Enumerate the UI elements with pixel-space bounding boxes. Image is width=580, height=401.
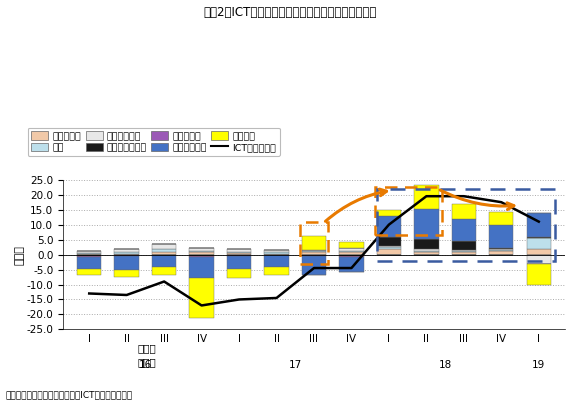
Bar — [227, 249, 251, 252]
Text: 16: 16 — [139, 360, 152, 370]
Bar — [527, 213, 551, 237]
Bar — [527, 249, 551, 255]
Bar — [377, 247, 401, 249]
Bar — [264, 267, 289, 275]
Bar — [489, 212, 513, 225]
Bar — [527, 264, 551, 285]
Bar — [302, 252, 326, 255]
Bar — [152, 244, 176, 249]
Bar — [377, 249, 401, 255]
Bar — [377, 210, 401, 216]
Bar — [227, 253, 251, 255]
Text: 17: 17 — [289, 360, 302, 370]
Bar — [527, 238, 551, 249]
Bar — [227, 256, 251, 269]
Legend: 事務用機器, 電池, 無線通信機器, 民生用電子機械, 電子計算機, 電子デバイス, 集積回路, ICT関連業在庫: 事務用機器, 電池, 無線通信機器, 民生用電子機械, 電子計算機, 電子デバイ… — [27, 128, 280, 156]
Bar — [302, 251, 326, 252]
Bar — [414, 239, 438, 249]
Bar — [452, 204, 476, 219]
Bar — [114, 269, 139, 277]
Bar — [452, 241, 476, 250]
Bar — [114, 252, 139, 254]
Bar — [452, 250, 476, 251]
Bar — [264, 250, 289, 252]
Bar — [190, 255, 214, 256]
Bar — [302, 256, 326, 275]
Bar — [377, 237, 401, 245]
Bar — [77, 251, 101, 253]
Bar — [489, 250, 513, 251]
Bar — [527, 237, 551, 238]
Bar — [77, 257, 101, 269]
Bar — [452, 219, 476, 241]
Bar — [264, 254, 289, 255]
Bar — [339, 242, 364, 248]
Bar — [190, 278, 214, 318]
Bar — [77, 255, 101, 256]
Text: 図袅2　ICT関連在庫の前年比に対する品目別寄与度: 図袅2 ICT関連在庫の前年比に対する品目別寄与度 — [204, 6, 376, 19]
Bar — [452, 251, 476, 255]
Bar — [414, 185, 438, 209]
Bar — [264, 255, 289, 267]
Bar — [152, 249, 176, 251]
Bar — [414, 251, 438, 255]
Bar — [227, 252, 251, 253]
Bar — [377, 216, 401, 237]
Bar — [77, 253, 101, 254]
Bar — [152, 267, 176, 275]
Text: （期）: （期） — [138, 343, 157, 353]
Bar — [339, 256, 364, 257]
Bar — [302, 236, 326, 250]
Bar — [152, 251, 176, 255]
Bar — [190, 257, 214, 278]
Bar — [527, 255, 551, 263]
Text: 19: 19 — [532, 360, 545, 370]
Bar — [300, 222, 328, 263]
Bar — [302, 250, 326, 251]
Bar — [339, 257, 364, 272]
Bar — [489, 249, 513, 250]
Bar — [114, 256, 139, 269]
Bar — [190, 248, 214, 251]
Bar — [375, 187, 442, 235]
Bar — [77, 269, 101, 275]
Bar — [227, 269, 251, 278]
Text: 18: 18 — [438, 360, 452, 370]
Bar — [339, 248, 364, 251]
Bar — [77, 256, 101, 257]
Bar — [114, 255, 139, 256]
Bar — [190, 252, 214, 255]
Bar — [114, 249, 139, 252]
Bar — [190, 256, 214, 257]
Bar — [414, 249, 438, 251]
Bar — [377, 245, 401, 247]
Bar — [489, 248, 513, 249]
Bar — [414, 209, 438, 239]
Bar — [77, 254, 101, 255]
Y-axis label: （％）: （％） — [15, 245, 25, 265]
Bar — [264, 252, 289, 254]
Bar — [114, 254, 139, 255]
Bar — [152, 255, 176, 267]
Bar — [527, 263, 551, 264]
Bar — [489, 251, 513, 255]
Text: （出所）情報通信総合研究所『ICT関連経済指標』: （出所）情報通信総合研究所『ICT関連経済指標』 — [6, 390, 133, 399]
Bar — [190, 251, 214, 252]
Bar — [339, 251, 364, 255]
Text: （年）: （年） — [138, 357, 157, 367]
Bar — [489, 225, 513, 248]
Bar — [377, 189, 554, 261]
Bar — [339, 255, 364, 256]
